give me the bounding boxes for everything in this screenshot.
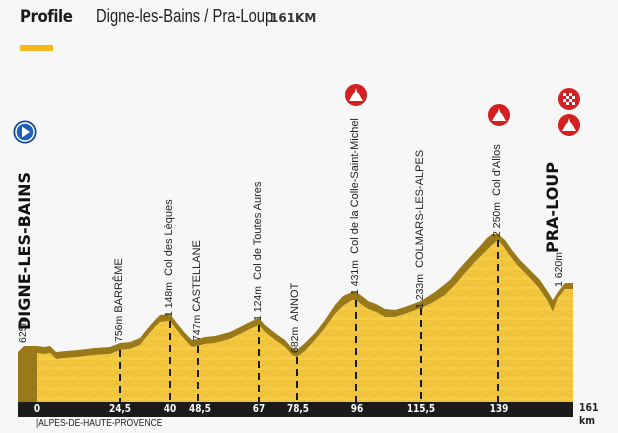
profile-side-face [18,346,37,402]
axis-tick: 139 [489,403,509,415]
place-name: CASTELLANE [191,240,203,312]
altitude: 1 233m [414,273,426,309]
axis-tick: 78,5 [286,403,310,415]
finish-town-name: PRA-LOUP [543,161,562,253]
altitude: 682m [289,326,301,353]
page-title: Profile [20,7,73,27]
region-label: |ALPES-DE-HAUTE-PROVENCE [36,418,163,429]
place-name: Col de Toutes Aures [252,181,264,280]
place-name: Col de la Colle-Saint-Michel [349,118,361,254]
place-name: BARRÊME [113,258,125,313]
altitude: 1 124m [252,285,264,321]
mountain-climb-icon [558,114,580,136]
finish-altitude: 1 620m [553,251,565,287]
start-town-name: DIGNE-LES-BAINS [15,171,34,330]
axis-tick: 67 [252,403,266,415]
axis-tick: 0 [33,403,41,415]
axis-tick: 24,5 [108,403,132,415]
stage-route: Digne-les-Bains / Pra-Loup [96,6,274,26]
altitude: 747m [191,314,203,341]
finish-altitude-label: 1 620m [553,252,565,287]
place-name: COLMARS-LES-ALPES [414,149,426,268]
axis-tick: 40 [163,403,177,415]
finish-checkered-icon [558,88,580,110]
point-label-col-des-leques: 1 148m Col des Lèques [163,199,175,317]
point-label-castellane: 747m CASTELLANE [191,240,203,341]
altitude: 756m [113,315,125,342]
point-label-col-d-allos: 2 250m Col d'Allos [491,144,503,237]
axis-tick: 96 [350,403,364,415]
point-label-col-de-toutes-aures: 1 124m Col de Toutes Aures [252,182,264,321]
point-label-colle-saint-michel: 1 431m Col de la Colle-Saint-Michel [349,118,361,295]
axis-tick: 48,5 [188,403,212,415]
point-label-barreme: 756m BARRÊME [113,258,125,342]
mountain-climb-icon [488,104,510,126]
altitude: 1 431m [349,259,361,295]
mountain-climb-icon [345,84,367,106]
place-name: Col d'Allos [491,144,503,196]
stage-distance: 161KM [270,11,317,25]
header: Profile Digne-les-Bains / Pra-Loup 161KM [20,6,316,36]
finish-name: PRA-LOUP [543,161,562,253]
title-underline [20,45,53,51]
start-name: DIGNE-LES-BAINS [15,171,34,330]
place-name: ANNOT [289,282,301,322]
start-play-icon [13,120,37,144]
km-markers [119,240,499,402]
altitude: 1 148m [163,281,175,317]
distance-axis [18,402,573,417]
place-name: Col des Lèques [163,199,175,276]
axis-end-label: 161 km [579,401,599,427]
altitude: 2 250m [491,201,503,237]
axis-tick: 115,5 [406,403,436,415]
point-label-annot: 682m ANNOT [289,283,301,353]
point-label-colmars: 1 233m COLMARS-LES-ALPES [414,150,426,309]
